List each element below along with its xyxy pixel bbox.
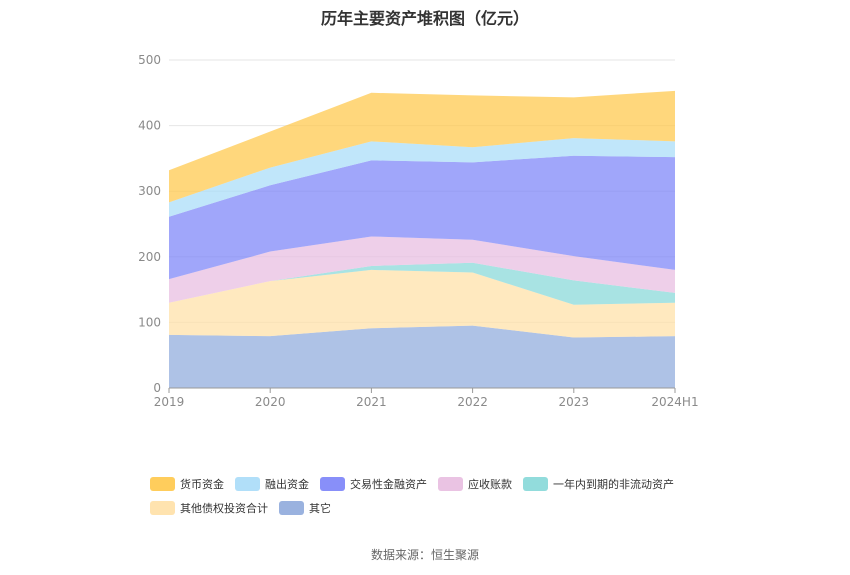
legend-label: 应收账款 xyxy=(468,478,512,491)
legend-item[interactable]: 应收账款 xyxy=(438,476,512,492)
legend-label: 其它 xyxy=(309,502,331,515)
area-series xyxy=(169,262,675,305)
area-series xyxy=(169,236,675,303)
legend-item[interactable]: 其他债权投资合计 xyxy=(150,500,268,516)
data-source: 数据来源：恒生聚源 xyxy=(370,548,479,562)
legend-swatch xyxy=(523,477,548,491)
y-tick-label: 0 xyxy=(153,381,161,395)
chart-legend: 货币资金 融出资金 交易性金融资产 应收账款 一年内到期的非流动资产 其他债权投… xyxy=(150,472,770,520)
legend-item[interactable]: 其它 xyxy=(279,500,331,516)
x-tick-label: 2024H1 xyxy=(651,395,698,409)
legend-row-1: 货币资金 融出资金 交易性金融资产 应收账款 一年内到期的非流动资产 xyxy=(150,472,770,496)
legend-swatch xyxy=(150,477,175,491)
x-tick-label: 2022 xyxy=(457,395,488,409)
area-series xyxy=(169,269,675,338)
legend-swatch xyxy=(438,477,463,491)
x-tick-label: 2020 xyxy=(255,395,286,409)
legend-label: 货币资金 xyxy=(180,478,224,491)
legend-label: 交易性金融资产 xyxy=(350,478,427,491)
y-tick-label: 500 xyxy=(138,53,161,67)
x-tick-label: 2021 xyxy=(356,395,387,409)
y-tick-label: 300 xyxy=(138,184,161,198)
x-tick-label: 2023 xyxy=(559,395,590,409)
legend-item[interactable]: 交易性金融资产 xyxy=(320,476,427,492)
legend-swatch xyxy=(235,477,260,491)
legend-item[interactable]: 融出资金 xyxy=(235,476,309,492)
legend-row-2: 其他债权投资合计 其它 xyxy=(150,496,770,520)
stacked-area-chart: 0 100 200 300 400 500 2019 2020 2021 2022 2023 2024… xyxy=(138,53,699,409)
legend-swatch xyxy=(150,501,175,515)
area-series xyxy=(169,90,675,203)
legend-item[interactable]: 货币资金 xyxy=(150,476,224,492)
legend-item[interactable]: 一年内到期的非流动资产 xyxy=(523,476,674,492)
area-series xyxy=(169,155,675,280)
x-tick-label: 2019 xyxy=(154,395,185,409)
y-tick-label: 100 xyxy=(138,315,161,329)
legend-label: 融出资金 xyxy=(265,478,309,491)
legend-swatch xyxy=(279,501,304,515)
y-tick-label: 400 xyxy=(138,119,161,133)
legend-label: 其他债权投资合计 xyxy=(180,502,268,515)
y-tick-label: 200 xyxy=(138,250,161,264)
legend-label: 一年内到期的非流动资产 xyxy=(553,478,674,491)
chart-title: 历年主要资产堆积图（亿元） xyxy=(320,9,529,28)
area-series xyxy=(169,138,675,217)
area-series xyxy=(169,325,675,388)
legend-swatch xyxy=(320,477,345,491)
